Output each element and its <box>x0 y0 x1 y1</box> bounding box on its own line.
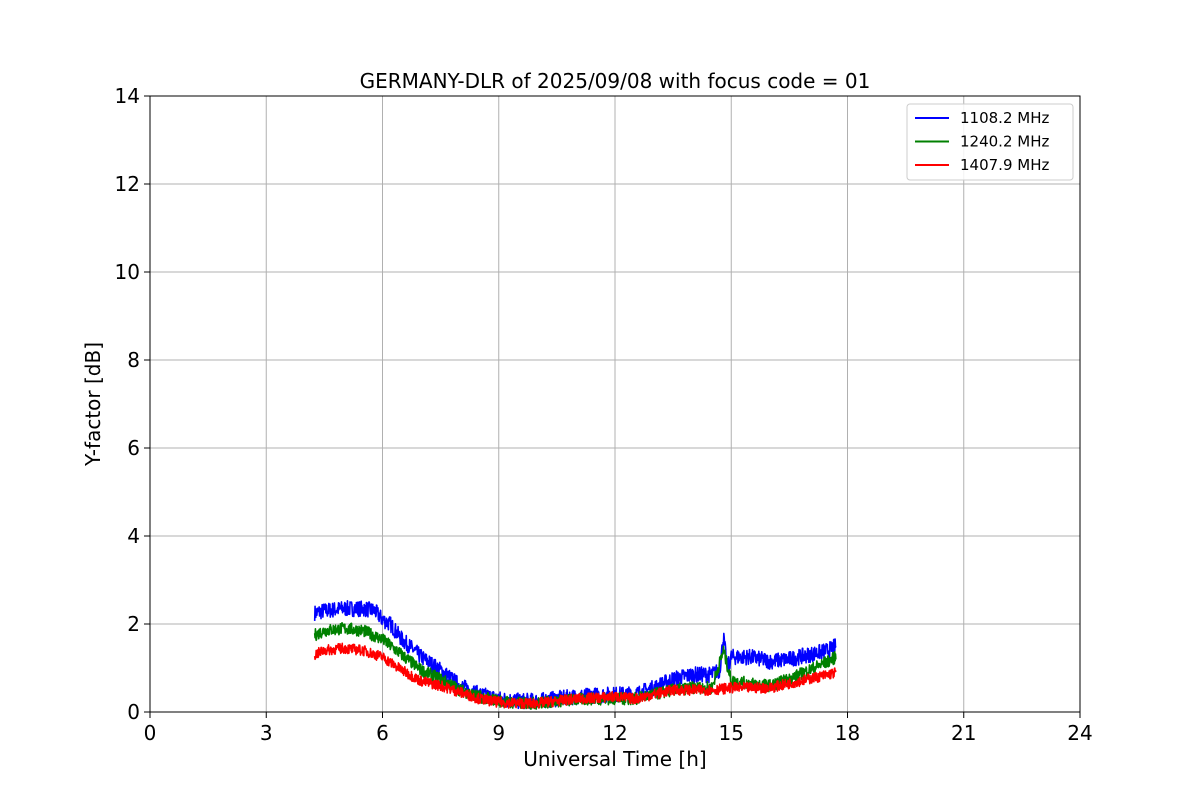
y-tick-label: 2 <box>127 612 140 636</box>
y-axis-label: Y-factor [dB] <box>81 342 105 467</box>
legend-box <box>906 103 1074 181</box>
x-tick-label: 12 <box>602 721 627 745</box>
y-tick-label: 6 <box>127 436 140 460</box>
y-tick-label: 4 <box>127 524 140 548</box>
y-tick-label: 14 <box>115 84 140 108</box>
chart-title: GERMANY-DLR of 2025/09/08 with focus cod… <box>360 69 871 93</box>
x-tick-label: 15 <box>719 721 744 745</box>
x-tick-label: 9 <box>492 721 505 745</box>
x-tick-label: 0 <box>144 721 157 745</box>
x-tick-label: 21 <box>951 721 976 745</box>
x-tick-label: 24 <box>1067 721 1092 745</box>
y-tick-label: 0 <box>127 700 140 724</box>
y-tick-label: 8 <box>127 348 140 372</box>
x-tick-label: 3 <box>260 721 273 745</box>
legend: 1108.2 MHz 1240.2 MHz 1407.9 MHz <box>906 103 1074 181</box>
y-tick-label: 10 <box>115 260 140 284</box>
series-line-2 <box>313 642 837 710</box>
legend-label-2: 1407.9 MHz <box>960 156 1049 174</box>
series-layer <box>313 599 837 710</box>
x-axis-label: Universal Time [h] <box>523 747 706 771</box>
legend-label-1: 1240.2 MHz <box>960 133 1049 151</box>
y-tick-label: 12 <box>115 172 140 196</box>
x-tick-label: 6 <box>376 721 389 745</box>
x-tick-label: 18 <box>835 721 860 745</box>
legend-label-0: 1108.2 MHz <box>960 109 1049 127</box>
